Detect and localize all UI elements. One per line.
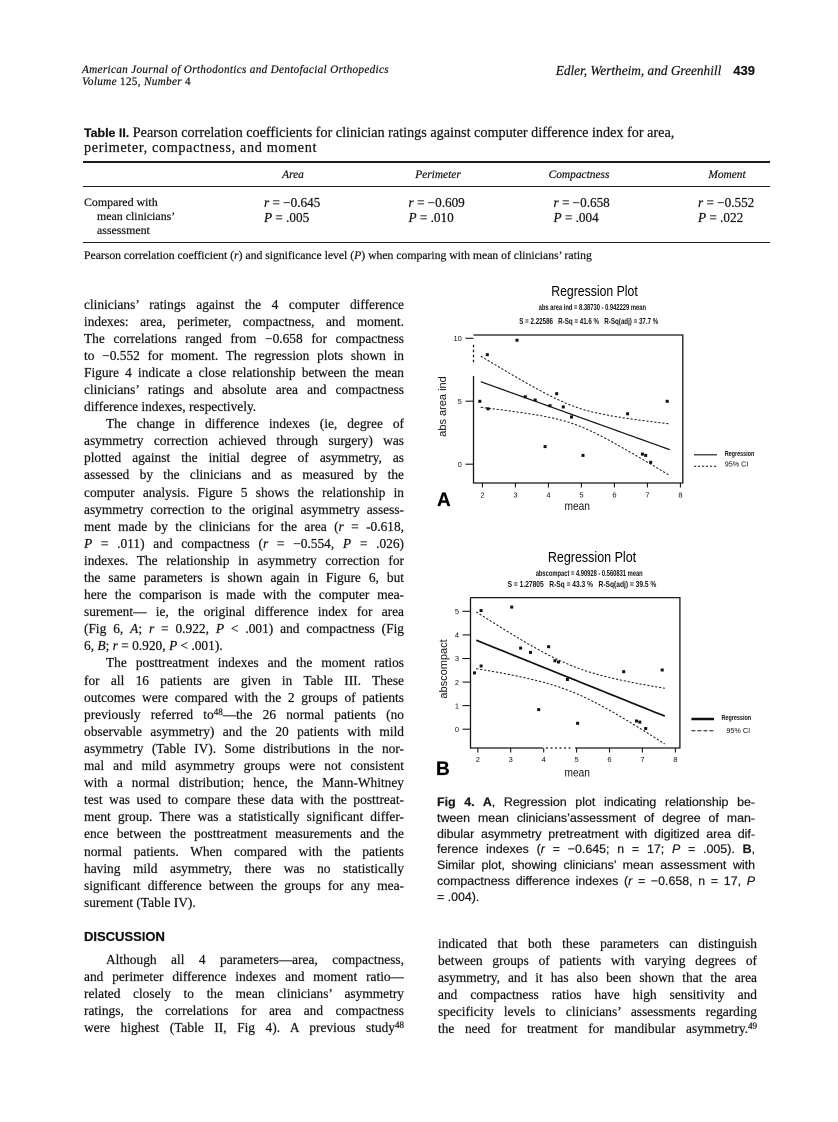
svg-text:95% CI: 95% CI	[726, 726, 750, 735]
svg-text:abscompact: abscompact	[438, 639, 450, 698]
svg-text:8: 8	[678, 491, 682, 500]
svg-text:4: 4	[546, 491, 550, 500]
svg-text:S = 1.27805 R-Sq = 43.3 %: S = 1.27805 R-Sq = 43.3 % R-Sq(adj) = 39…	[508, 579, 657, 589]
svg-text:6: 6	[612, 491, 616, 500]
svg-text:8: 8	[673, 755, 677, 764]
svg-text:mean: mean	[565, 766, 590, 780]
svg-text:7: 7	[645, 491, 649, 500]
svg-text:2: 2	[455, 678, 459, 687]
svg-text:0: 0	[455, 725, 459, 734]
svg-text:3: 3	[513, 491, 517, 500]
svg-text:mean: mean	[565, 499, 590, 513]
svg-text:5: 5	[579, 491, 583, 500]
svg-text:10: 10	[453, 334, 461, 343]
svg-text:2: 2	[476, 755, 480, 764]
svg-text:3: 3	[509, 755, 513, 764]
svg-text:7: 7	[640, 755, 644, 764]
svg-text:S = 2.22586 R-Sq = 41.6 %: S = 2.22586 R-Sq = 41.6 % R-Sq(adj) = 37…	[519, 316, 658, 326]
svg-text:Regression Plot: Regression Plot	[548, 549, 637, 566]
svg-text:0: 0	[458, 460, 462, 469]
svg-text:Regression: Regression	[722, 713, 752, 722]
svg-text:5: 5	[458, 397, 462, 406]
svg-text:Regression: Regression	[725, 449, 755, 458]
svg-text:2: 2	[480, 491, 484, 500]
svg-text:4: 4	[542, 755, 546, 764]
svg-text:4: 4	[455, 631, 459, 640]
svg-text:5: 5	[575, 755, 579, 764]
svg-text:abscompact = 4.90928 - 0.56083: abscompact = 4.90928 - 0.560831 mean	[536, 568, 643, 578]
svg-text:3: 3	[455, 654, 459, 663]
svg-text:1: 1	[455, 701, 459, 710]
svg-text:abs area ind: abs area ind	[437, 376, 449, 437]
svg-text:6: 6	[607, 755, 611, 764]
svg-text:5: 5	[455, 607, 459, 616]
svg-text:abs area ind = 8.38730 - 0.942: abs area ind = 8.38730 - 0.942229 mean	[539, 302, 646, 312]
svg-text:95% CI: 95% CI	[725, 459, 749, 468]
svg-text:Regression Plot: Regression Plot	[551, 283, 638, 300]
